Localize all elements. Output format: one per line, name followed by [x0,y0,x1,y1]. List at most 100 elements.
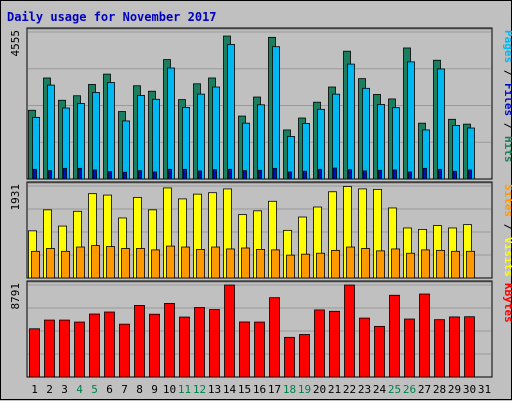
bar-sites-day-5 [91,245,100,279]
panel-sites-visits: 1931 Sites / Visits [9,181,512,279]
bar-pages-day-15 [243,170,247,180]
legend-part: Pages [502,30,512,63]
bar-kbytes-day-6 [104,311,115,378]
bar-pages-day-13 [213,169,217,180]
bar-files-day-24 [377,104,385,180]
bar-sites-day-6 [106,246,115,279]
bar-files-day-9 [152,98,160,180]
bar-kbytes-day-27 [419,293,430,378]
bar-pages-day-27 [423,167,427,180]
bar-kbytes-day-24 [374,325,385,378]
x-label-day-15: 15 [238,383,251,396]
bar-pages-day-9 [153,171,157,180]
bar-sites-day-22 [346,246,355,279]
bar-pages-day-14 [228,168,232,180]
bar-sites-day-7 [121,248,130,279]
bar-sites-day-11 [181,246,190,279]
bar-sites-day-20 [316,252,325,279]
chart-title: Daily usage for November 2017 [7,10,217,24]
bar-sites-day-23 [361,248,370,279]
bar-files-day-4 [77,103,85,180]
bar-sites-day-12 [196,249,205,279]
bar-files-day-26 [407,61,415,180]
bar-kbytes-day-4 [74,321,85,378]
x-label-day-2: 2 [46,383,53,396]
bar-sites-day-13 [211,246,220,279]
max-label-kbytes: 8791 [9,283,22,310]
bar-files-day-21 [332,93,340,180]
bar-kbytes-day-9 [149,313,160,378]
bar-kbytes-day-18 [284,336,295,378]
bar-pages-day-12 [198,170,202,180]
bar-pages-day-22 [348,169,352,180]
bar-sites-day-30 [466,250,475,279]
bar-sites-day-16 [256,249,265,279]
bar-files-day-6 [107,82,115,180]
bar-pages-day-10 [168,168,172,180]
x-label-day-19: 19 [298,383,311,396]
bar-pages-day-29 [453,170,457,180]
bar-sites-day-19 [301,253,310,279]
x-label-day-14: 14 [223,383,237,396]
x-label-day-24: 24 [373,383,387,396]
bar-kbytes-day-28 [434,319,445,378]
bar-sites-day-10 [166,245,175,279]
x-label-day-29: 29 [448,383,461,396]
bar-kbytes-day-25 [389,294,400,378]
bar-sites-day-21 [331,249,340,279]
bar-files-day-5 [92,92,100,180]
legend-part: Sites [502,184,512,217]
x-label-day-13: 13 [208,383,221,396]
legend-part: / [502,116,512,136]
bar-files-day-14 [227,44,235,180]
bar-files-day-13 [212,86,220,180]
bar-files-day-7 [122,120,130,180]
x-label-day-10: 10 [163,383,176,396]
bar-files-day-19 [302,123,310,180]
bar-kbytes-day-16 [254,321,265,378]
x-label-day-5: 5 [91,383,98,396]
bar-kbytes-day-15 [239,321,250,378]
x-label-day-12: 12 [193,383,206,396]
x-label-day-16: 16 [253,383,266,396]
bar-pages-day-23 [363,170,367,180]
bar-kbytes-day-22 [344,284,355,378]
bar-kbytes-day-26 [404,318,415,378]
bar-files-day-2 [47,84,55,180]
bar-sites-day-14 [226,248,235,279]
bar-pages-day-7 [123,171,127,180]
x-label-day-31: 31 [478,383,491,396]
x-label-day-28: 28 [433,383,446,396]
bar-files-day-20 [317,108,325,180]
bar-kbytes-day-7 [119,323,130,378]
max-label-sites-visits: 1931 [9,184,22,211]
bar-pages-day-28 [438,168,442,180]
legend-kbytes: KBytes [502,283,512,323]
bar-sites-day-25 [391,248,400,279]
bar-kbytes-day-11 [179,316,190,378]
bar-kbytes-day-13 [209,309,220,378]
x-label-day-21: 21 [328,383,341,396]
bar-kbytes-day-8 [134,305,145,378]
bar-sites-day-4 [76,246,85,279]
legend-part: Visits [502,237,512,277]
bar-files-day-17 [272,46,280,180]
x-label-day-23: 23 [358,383,371,396]
x-label-day-22: 22 [343,383,356,396]
x-axis-labels: 1 2 3 4 5 6 7 8 9 10 11 12 13 14 15 16 17 18 19 20 21 22 23 24 2… [31,383,491,396]
bar-kbytes-day-14 [224,284,235,378]
x-label-day-26: 26 [403,383,416,396]
bar-files-day-16 [257,104,265,180]
x-label-day-17: 17 [268,383,281,396]
x-label-day-11: 11 [178,383,191,396]
bar-kbytes-day-12 [194,307,205,378]
panel-kbytes: 8791 KBytes [9,280,512,378]
bar-sites-day-27 [421,249,430,279]
bar-sites-day-8 [136,248,145,279]
bar-pages-day-20 [318,168,322,180]
x-label-day-18: 18 [283,383,296,396]
bar-pages-day-19 [303,170,307,180]
legend-pages-files-hits: Pages / Files / Hits [502,30,512,163]
legend-part: KBytes [502,283,512,323]
